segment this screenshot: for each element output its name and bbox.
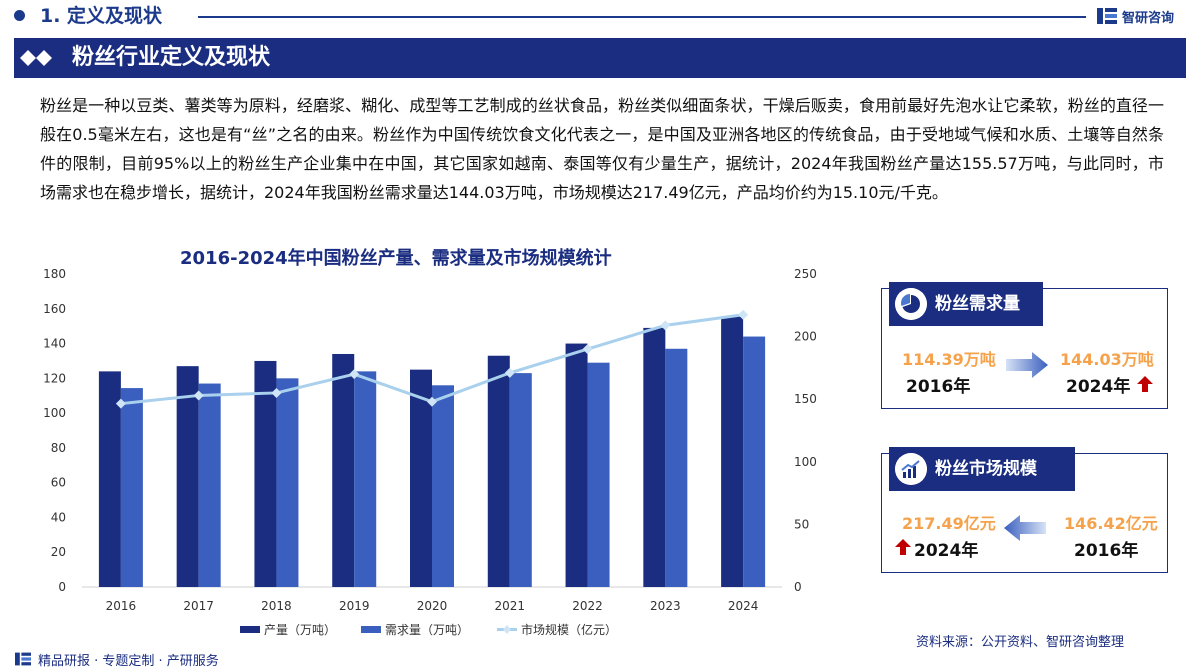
diamond-decoration-icon (20, 50, 52, 66)
y-left-tick-label: 40 (51, 510, 66, 524)
growth-chart-icon (895, 453, 927, 485)
y-left-tick-label: 160 (43, 302, 66, 316)
demand-bar (587, 362, 610, 587)
market-size-point (349, 369, 360, 380)
x-tick-label: 2022 (572, 599, 603, 613)
x-tick-label: 2021 (495, 599, 526, 613)
footer-slogan: 精品研报 · 专题定制 · 产研服务 (38, 653, 219, 669)
market-from-year: 2016年 (1074, 541, 1139, 561)
market-size-point (271, 387, 282, 398)
header-divider (198, 16, 1086, 18)
up-arrow-icon (1137, 376, 1153, 392)
demand-bar (120, 388, 143, 587)
y-right-tick-label: 250 (794, 267, 817, 281)
brand-name: 智研咨询 (1122, 10, 1175, 26)
market-to-year: 2024年 (914, 541, 979, 561)
x-tick-label: 2016 (106, 599, 137, 613)
production-bar (410, 369, 432, 587)
y-right-tick-label: 200 (794, 330, 817, 344)
market-size-point (738, 309, 749, 320)
production-bar (565, 343, 588, 587)
market-size-point (660, 320, 671, 331)
x-tick-label: 2023 (650, 599, 681, 613)
production-bar (254, 360, 277, 587)
demand-card-title-text: 粉丝需求量 (935, 294, 1020, 314)
brand-logo-icon (15, 652, 31, 666)
market-size-point (504, 367, 515, 378)
y-left-tick-label: 80 (51, 441, 66, 455)
source-note: 资料来源：公开资料、智研咨询整理 (916, 635, 1125, 650)
y-right-tick-label: 150 (794, 392, 817, 406)
production-bar (98, 371, 121, 587)
brand: 智研咨询 (1096, 5, 1174, 27)
legend-marker (503, 625, 511, 634)
y-left-tick-label: 20 (51, 545, 66, 559)
y-left-tick-label: 140 (43, 337, 66, 351)
legend-label: 市场规模（亿元） (521, 622, 617, 637)
production-bar (176, 366, 199, 587)
demand-card-title: 粉丝需求量 (889, 282, 1043, 326)
market-from-value: 146.42亿元 (1064, 514, 1158, 533)
demand-to-value: 144.03万吨 (1060, 350, 1154, 369)
footer: 精品研报 · 专题定制 · 产研服务 (14, 649, 219, 669)
y-left-tick-label: 60 (51, 476, 66, 490)
market-size-point (193, 390, 204, 401)
demand-to-year: 2024年 (1066, 377, 1131, 397)
y-left-tick-label: 100 (43, 406, 66, 420)
demand-from-year: 2016年 (906, 377, 971, 397)
demand-bar (509, 373, 532, 587)
y-right-tick-label: 50 (794, 517, 809, 531)
production-bar (721, 316, 744, 587)
section-title: 粉丝行业定义及现状 (72, 45, 271, 70)
legend-label: 产量（万吨） (264, 623, 336, 637)
y-left-tick-label: 180 (43, 267, 66, 281)
market-to-value: 217.49亿元 (902, 514, 996, 533)
production-bar (643, 327, 666, 587)
demand-from-value: 114.39万吨 (902, 350, 996, 369)
x-tick-label: 2017 (183, 599, 214, 613)
intro-paragraph: 粉丝是一种以豆类、薯类等为原料，经磨浆、糊化、成型等工艺制成的丝状食品，粉丝类似… (40, 96, 1164, 202)
bullet-icon (14, 10, 25, 21)
pie-chart-icon (895, 288, 927, 320)
y-left-tick-label: 0 (58, 580, 66, 594)
production-bar (332, 353, 355, 587)
x-tick-label: 2018 (261, 599, 292, 613)
market-size-point (582, 344, 593, 355)
demand-bar (432, 385, 454, 587)
section-header: 粉丝行业定义及现状 (14, 38, 1186, 78)
legend-label: 需求量（万吨） (385, 623, 469, 637)
y-right-tick-label: 100 (794, 455, 817, 469)
market-card-title: 粉丝市场规模 (889, 447, 1075, 491)
demand-bar (354, 371, 377, 587)
production-bar (487, 355, 510, 587)
chart-title: 2016-2024年中国粉丝产量、需求量及市场规模统计 (180, 248, 612, 269)
x-tick-label: 2020 (417, 599, 448, 613)
demand-bar (198, 383, 221, 587)
brand-logo-icon (1097, 8, 1117, 24)
top-bar: 1. 定义及现状 智研咨询 (0, 0, 1200, 34)
market-size-point (427, 396, 437, 407)
demand-bar (276, 378, 299, 587)
up-arrow-icon (895, 539, 911, 555)
combo-chart: 0 20 40 60 80 100 120 140 160 180 0 50 100 150 200 250 2… (43, 267, 817, 637)
x-tick-label: 2024 (728, 599, 759, 613)
legend-swatch (361, 626, 381, 633)
market-card-title-text: 粉丝市场规模 (935, 459, 1037, 479)
x-tick-label: 2019 (339, 599, 370, 613)
demand-bar (743, 336, 766, 587)
legend-swatch (240, 626, 260, 633)
right-arrow-icon (1006, 352, 1048, 378)
y-right-tick-label: 0 (794, 580, 802, 594)
left-arrow-icon (1004, 515, 1046, 541)
demand-bar (665, 348, 688, 587)
market-size-point (115, 398, 126, 409)
y-left-tick-label: 120 (43, 371, 66, 385)
section-number-title: 1. 定义及现状 (40, 5, 163, 27)
